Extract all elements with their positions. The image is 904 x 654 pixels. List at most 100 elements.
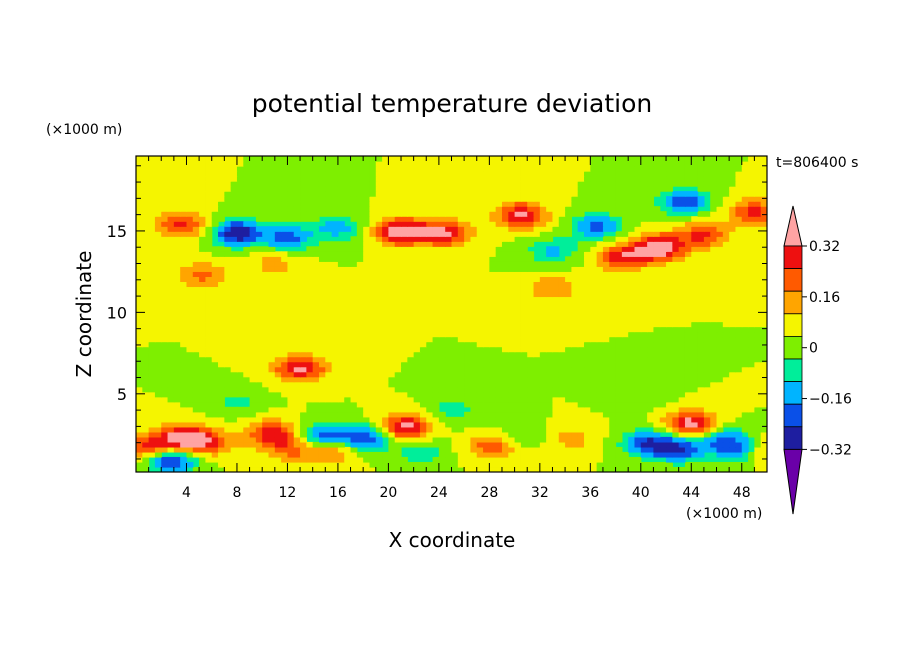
- contour-cell: [464, 356, 472, 363]
- contour-cell: [161, 326, 169, 333]
- contour-cell: [552, 286, 560, 293]
- contour-cell: [584, 241, 591, 247]
- contour-cell: [577, 271, 585, 277]
- contour-cell: [697, 306, 705, 313]
- contour-cell: [527, 366, 535, 373]
- contour-cell: [647, 291, 655, 298]
- contour-cell: [312, 401, 320, 408]
- contour-cell: [489, 371, 497, 378]
- contour-cell: [691, 421, 699, 428]
- contour-cell: [634, 261, 642, 267]
- contour-cell: [489, 436, 497, 443]
- contour-cell: [634, 331, 642, 338]
- contour-cell: [546, 416, 554, 423]
- contour-cell: [337, 376, 345, 383]
- contour-cell: [552, 336, 560, 343]
- contour-cell: [464, 291, 472, 298]
- contour-cell: [514, 381, 522, 388]
- contour-cell: [640, 341, 648, 348]
- contour-cell: [388, 236, 396, 242]
- contour-cell: [678, 276, 686, 282]
- contour-cell: [501, 326, 509, 333]
- contour-cell: [615, 331, 623, 338]
- contour-cell: [356, 456, 364, 463]
- contour-cell: [154, 341, 162, 348]
- contour-cell: [609, 441, 617, 448]
- contour-cell: [382, 336, 389, 343]
- contour-cell: [659, 451, 667, 458]
- contour-cell: [337, 331, 345, 338]
- contour-cell: [457, 356, 465, 363]
- contour-cell: [218, 351, 225, 358]
- contour-cell: [363, 451, 371, 458]
- contour-cell: [558, 266, 566, 272]
- contour-cell: [167, 336, 175, 343]
- contour-cell: [634, 386, 642, 393]
- contour-cell: [735, 261, 743, 267]
- contour-cell: [464, 281, 472, 288]
- contour-cell: [501, 231, 509, 237]
- contour-cell: [356, 246, 364, 252]
- contour-cell: [148, 441, 156, 448]
- contour-cell: [363, 286, 371, 293]
- contour-cell: [748, 401, 755, 408]
- contour-cell: [621, 336, 629, 343]
- contour-cell: [230, 371, 238, 378]
- contour-cell: [584, 356, 591, 363]
- contour-cell: [300, 236, 307, 242]
- contour-cell: [148, 256, 156, 262]
- contour-cell: [703, 376, 711, 383]
- contour-cell: [457, 416, 465, 423]
- contour-cell: [464, 361, 472, 368]
- contour-cell: [520, 316, 528, 323]
- contour-cell: [281, 341, 289, 348]
- contour-cell: [754, 456, 762, 463]
- contour-cell: [306, 331, 314, 338]
- contour-cell: [230, 251, 238, 257]
- contour-cell: [401, 386, 408, 393]
- contour-cell: [672, 216, 680, 222]
- contour-cell: [413, 396, 421, 403]
- contour-cell: [710, 231, 718, 237]
- contour-cell: [678, 251, 686, 257]
- contour-cell: [180, 311, 188, 318]
- contour-cell: [300, 276, 307, 282]
- contour-cell: [527, 286, 535, 293]
- contour-cell: [262, 331, 270, 338]
- contour-cell: [268, 246, 276, 252]
- contour-cell: [615, 346, 623, 353]
- contour-cell: [602, 371, 610, 378]
- contour-cell: [337, 431, 345, 438]
- contour-cell: [224, 416, 232, 423]
- contour-cell: [300, 406, 307, 413]
- contour-cell: [148, 266, 156, 272]
- contour-cell: [318, 346, 326, 353]
- contour-cell: [716, 256, 724, 262]
- contour-cell: [609, 266, 617, 272]
- contour-cell: [136, 361, 143, 368]
- contour-cell: [489, 276, 497, 282]
- contour-cell: [394, 416, 402, 423]
- contour-cell: [703, 431, 711, 438]
- contour-cell: [666, 411, 673, 418]
- contour-cell: [729, 406, 737, 413]
- contour-cell: [293, 336, 301, 343]
- contour-cell: [255, 281, 263, 288]
- contour-cell: [382, 236, 389, 242]
- contour-cell: [760, 441, 767, 448]
- contour-cell: [205, 456, 213, 463]
- contour-cell: [464, 271, 472, 277]
- contour-cell: [527, 391, 535, 398]
- contour-cell: [621, 451, 629, 458]
- contour-cell: [224, 231, 232, 237]
- contour-cell: [419, 316, 427, 323]
- contour-cell: [445, 321, 453, 328]
- contour-cell: [331, 276, 339, 282]
- contour-cell: [186, 436, 194, 443]
- contour-cell: [703, 236, 711, 242]
- contour-cell: [489, 401, 497, 408]
- contour-cell: [451, 226, 459, 232]
- contour-cell: [180, 401, 188, 408]
- contour-cell: [306, 296, 314, 303]
- contour-cell: [735, 316, 743, 323]
